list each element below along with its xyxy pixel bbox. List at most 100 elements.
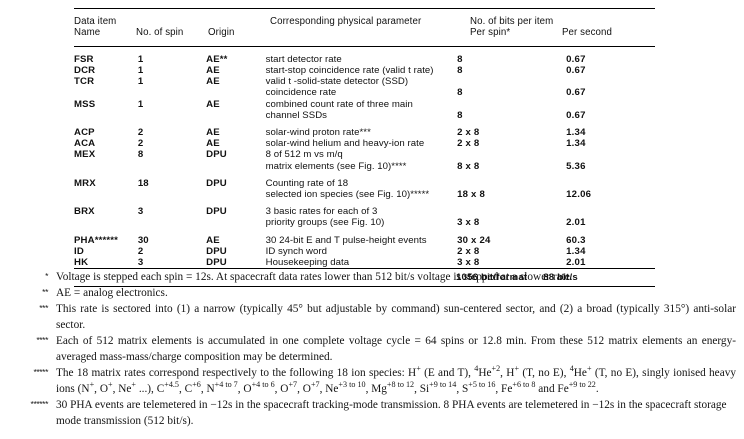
footnote-marker: *****: [33, 367, 48, 378]
table-row: ACA 2 AE solar-wind helium and heavy-ion ra…: [74, 138, 655, 149]
cell-data-item-name: FSR: [74, 53, 94, 65]
cell-origin-cont: [206, 189, 266, 200]
cell-origin-cont: [206, 217, 266, 228]
header-bits-per-item: No. of bits per item: [470, 16, 554, 27]
cell-per-spin: 8 x 8: [457, 160, 480, 172]
cell-per-spin: 3 x 8: [457, 257, 480, 269]
table-row: MEX 8 DPU 8 of 512 m vs m/q: [74, 149, 655, 160]
totals-row: 1056 bit/format 88 bit/s: [74, 272, 655, 283]
cell-name-cont: [74, 189, 135, 200]
cell-data-item-name: HK: [74, 257, 89, 269]
cell-no-of-spin: 2: [137, 245, 144, 257]
table-header-rule: [74, 45, 655, 47]
footnote-marker: ****: [36, 335, 48, 346]
cell-spin-cont: [135, 189, 206, 200]
header-spacer: [74, 9, 655, 16]
cell-per-second: 5.36: [566, 160, 586, 172]
cell-name-cont: [74, 161, 135, 172]
footnote: ** AE = analog electronics.: [10, 286, 736, 302]
table-row: MSS 1 AE combined count rate of three main: [74, 99, 655, 110]
footnote-text: AE = analog electronics.: [56, 287, 168, 300]
cell-physical-parameter: Housekeeping data: [265, 257, 350, 269]
cell-origin: DPU: [206, 206, 227, 218]
table-row-continuation: channel SSDs 8 0.67: [74, 110, 655, 121]
cell-per-spin: 8: [457, 109, 463, 121]
cell-physical-parameter-cont: coincidence rate: [265, 87, 337, 99]
header-parameter: Corresponding physical parameter: [270, 16, 422, 27]
cell-data-item-name: MRX: [74, 177, 96, 189]
cell-spin-cont: [135, 87, 206, 98]
footnotes-section: * Voltage is stepped each spin = 12s. At …: [10, 270, 736, 430]
cell-origin-cont: [206, 87, 266, 98]
cell-spin-cont: [135, 217, 206, 228]
table-row-continuation: matrix elements (see Fig. 10)**** 8 x 8 5.…: [74, 161, 655, 172]
cell-per-second: 1.34: [566, 127, 586, 139]
cell-no-of-spin: 1: [137, 65, 144, 77]
table-top-rule: [74, 8, 655, 9]
total-bits-per-second: 88 bit/s: [543, 272, 578, 284]
cell-origin: AE: [206, 234, 220, 246]
cell-per-second-blank: [544, 99, 655, 110]
cell-per-spin: 30 x 24: [457, 234, 491, 246]
cell-per-second: 0.67: [566, 65, 586, 77]
cell-no-of-spin: 18: [137, 177, 149, 189]
cell-physical-parameter-cont: matrix elements (see Fig. 10)****: [265, 160, 407, 172]
table-row: DCR 1 AE start-stop coincidence rate (valid…: [74, 65, 655, 76]
cell-physical-parameter-cont: channel SSDs: [265, 109, 328, 121]
cell-no-of-spin: 1: [137, 76, 144, 88]
data-item-table: Data item Corresponding physical paramet…: [74, 8, 655, 288]
cell-no-of-spin: 1: [137, 98, 144, 110]
cell-no-of-spin: 1: [137, 53, 144, 65]
cell-per-second: 1.34: [566, 138, 586, 150]
body-top-spacer: [74, 47, 655, 54]
cell-spin-cont: [135, 110, 206, 121]
cell-physical-parameter: start-stop coincidence rate (valid t rat…: [265, 65, 434, 77]
cell-per-second: 60.3: [566, 234, 586, 246]
cell-physical-parameter: ID synch word: [265, 245, 328, 257]
cell-data-item-name: ID: [74, 245, 84, 257]
cell-per-second-blank: [544, 178, 655, 189]
cell-per-spin: 3 x 8: [457, 217, 480, 229]
cell-data-item-name: PHA******: [74, 234, 119, 246]
cell-per-spin: 2 x 8: [457, 245, 480, 257]
cell-no-of-spin: 3: [137, 257, 144, 269]
header-name: Name: [74, 27, 101, 39]
cell-origin: DPU: [206, 177, 227, 189]
header-spacer-bottom: [74, 39, 655, 46]
cell-data-item-name: DCR: [74, 65, 96, 77]
cell-data-item-name: ACP: [74, 127, 95, 139]
footnote-text: Voltage is stepped each spin = 12s. At s…: [56, 271, 573, 283]
cell-physical-parameter: 30 24-bit E and T pulse-height events: [265, 234, 427, 246]
header-parameter-blank: [270, 27, 470, 38]
table-row-continuation: coincidence rate 8 0.67: [74, 87, 655, 98]
cell-per-spin: 18 x 8: [457, 189, 485, 201]
header-row-1: Data item Corresponding physical paramet…: [74, 16, 655, 27]
cell-no-of-spin: 2: [137, 127, 144, 139]
cell-per-second: 0.67: [566, 87, 586, 99]
cell-no-of-spin: 2: [137, 138, 144, 150]
cell-origin-cont: [206, 110, 266, 121]
table-row: BRX 3 DPU 3 basic rates for each of 3: [74, 206, 655, 217]
cell-physical-parameter: valid t -solid-state detector (SSD): [265, 76, 409, 88]
footnote-marker: **: [42, 287, 48, 298]
cell-physical-parameter: solar-wind helium and heavy-ion rate: [265, 138, 425, 150]
cell-per-spin-blank: [457, 76, 544, 87]
footnote: *** This rate is sectored into (1) a narr…: [10, 302, 736, 333]
header-spacer-spin: [136, 16, 208, 27]
cell-data-item-name: ACA: [74, 138, 96, 150]
table-body: FSR 1 AE** start detector rate 8 0.67 DCR 1 AE st…: [74, 47, 655, 268]
header-spacer-origin: [208, 16, 270, 27]
cell-origin: DPU: [206, 149, 227, 161]
cell-per-spin-blank: [457, 178, 544, 189]
cell-physical-parameter-cont: selected ion species (see Fig. 10)*****: [265, 189, 430, 201]
cell-per-spin: 8: [457, 53, 463, 65]
cell-per-spin-blank: [457, 149, 544, 160]
cell-origin: AE: [206, 76, 220, 88]
footnote-marker: ******: [30, 399, 49, 410]
table-final-rule: [74, 286, 655, 288]
cell-origin: AE: [206, 98, 220, 110]
table-row: TCR 1 AE valid t -solid-state detector (SSD…: [74, 76, 655, 87]
cell-origin: DPU: [206, 257, 227, 269]
cell-origin-cont: [206, 161, 266, 172]
header-no-of-spin: No. of spin: [136, 27, 184, 39]
